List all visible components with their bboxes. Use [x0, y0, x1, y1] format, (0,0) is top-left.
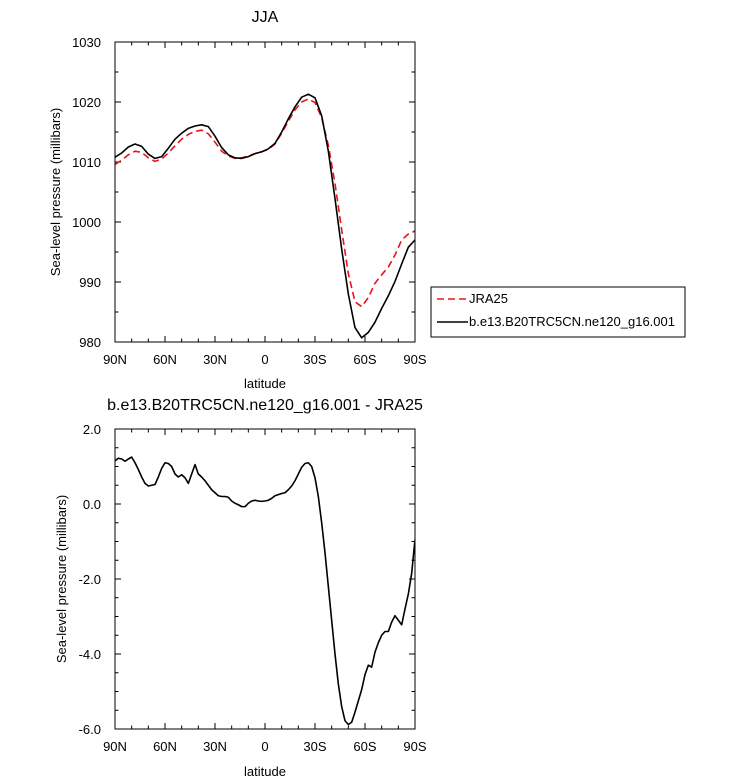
top-x-tick-label: 60N — [153, 352, 177, 367]
bot-y-tick-label: 2.0 — [83, 422, 101, 437]
top-y-tick-label: 1000 — [72, 215, 101, 230]
top-y-tick-label: 1020 — [72, 95, 101, 110]
bot-x-tick-label: 90N — [103, 739, 127, 754]
top-x-tick-label: 30S — [303, 352, 326, 367]
bot-x-tick-label: 90S — [403, 739, 426, 754]
bottom-x-tick-labels: 90N 60N 30N 0 30S 60S 90S — [103, 739, 427, 754]
bot-y-tick-label: -4.0 — [79, 647, 101, 662]
top-series-lines — [115, 93, 415, 339]
bot-x-tick-label: 30N — [203, 739, 227, 754]
bot-y-tick-label: 0.0 — [83, 497, 101, 512]
top-series-line-0 — [115, 98, 415, 308]
top-x-tick-labels: 90N 60N 30N 0 30S 60S 90S — [103, 352, 427, 367]
top-x-tick-label: 90S — [403, 352, 426, 367]
top-y-tick-label: 990 — [79, 275, 101, 290]
bot-series-line-0 — [115, 456, 415, 726]
bottom-plot-frame — [114, 428, 416, 730]
top-y-tick-label: 1010 — [72, 155, 101, 170]
top-y-tick-label: 980 — [79, 335, 101, 350]
legend-label-model: b.e13.B20TRC5CN.ne120_g16.001 — [469, 314, 675, 329]
bottom-title: b.e13.B20TRC5CN.ne120_g16.001 - JRA25 — [107, 397, 423, 414]
top-series-line-1 — [115, 93, 415, 339]
legend: JRA25 b.e13.B20TRC5CN.ne120_g16.001 — [430, 286, 686, 338]
bot-x-tick-label: 60S — [353, 739, 376, 754]
bot-y-tick-label: -6.0 — [79, 722, 101, 737]
top-panel: JJA latitude Sea-level pressure (milliba… — [48, 9, 427, 391]
top-plot-frame — [114, 41, 416, 343]
bot-y-tick-label: -2.0 — [79, 572, 101, 587]
bot-x-tick-label: 0 — [261, 739, 268, 754]
top-ylabel: Sea-level pressure (millibars) — [48, 108, 63, 276]
bottom-panel: b.e13.B20TRC5CN.ne120_g16.001 - JRA25 la… — [54, 397, 427, 779]
top-y-tick-labels: 980 990 1000 1010 1020 1030 — [72, 35, 101, 350]
top-grid-ticks — [114, 41, 416, 343]
legend-box — [430, 286, 686, 338]
top-title: JJA — [252, 9, 279, 26]
top-xlabel: latitude — [244, 376, 286, 391]
bottom-y-tick-labels: -6.0 -4.0 -2.0 0.0 2.0 — [79, 422, 101, 737]
bottom-ylabel: Sea-level pressure (millibars) — [54, 495, 69, 663]
top-x-tick-label: 60S — [353, 352, 376, 367]
bot-x-tick-label: 60N — [153, 739, 177, 754]
top-x-tick-label: 90N — [103, 352, 127, 367]
legend-label-jra25: JRA25 — [469, 291, 508, 306]
bot-x-tick-label: 30S — [303, 739, 326, 754]
bottom-xlabel: latitude — [244, 764, 286, 779]
top-y-tick-label: 1030 — [72, 35, 101, 50]
top-x-tick-label: 0 — [261, 352, 268, 367]
top-x-tick-label: 30N — [203, 352, 227, 367]
bottom-series-lines — [115, 456, 415, 726]
